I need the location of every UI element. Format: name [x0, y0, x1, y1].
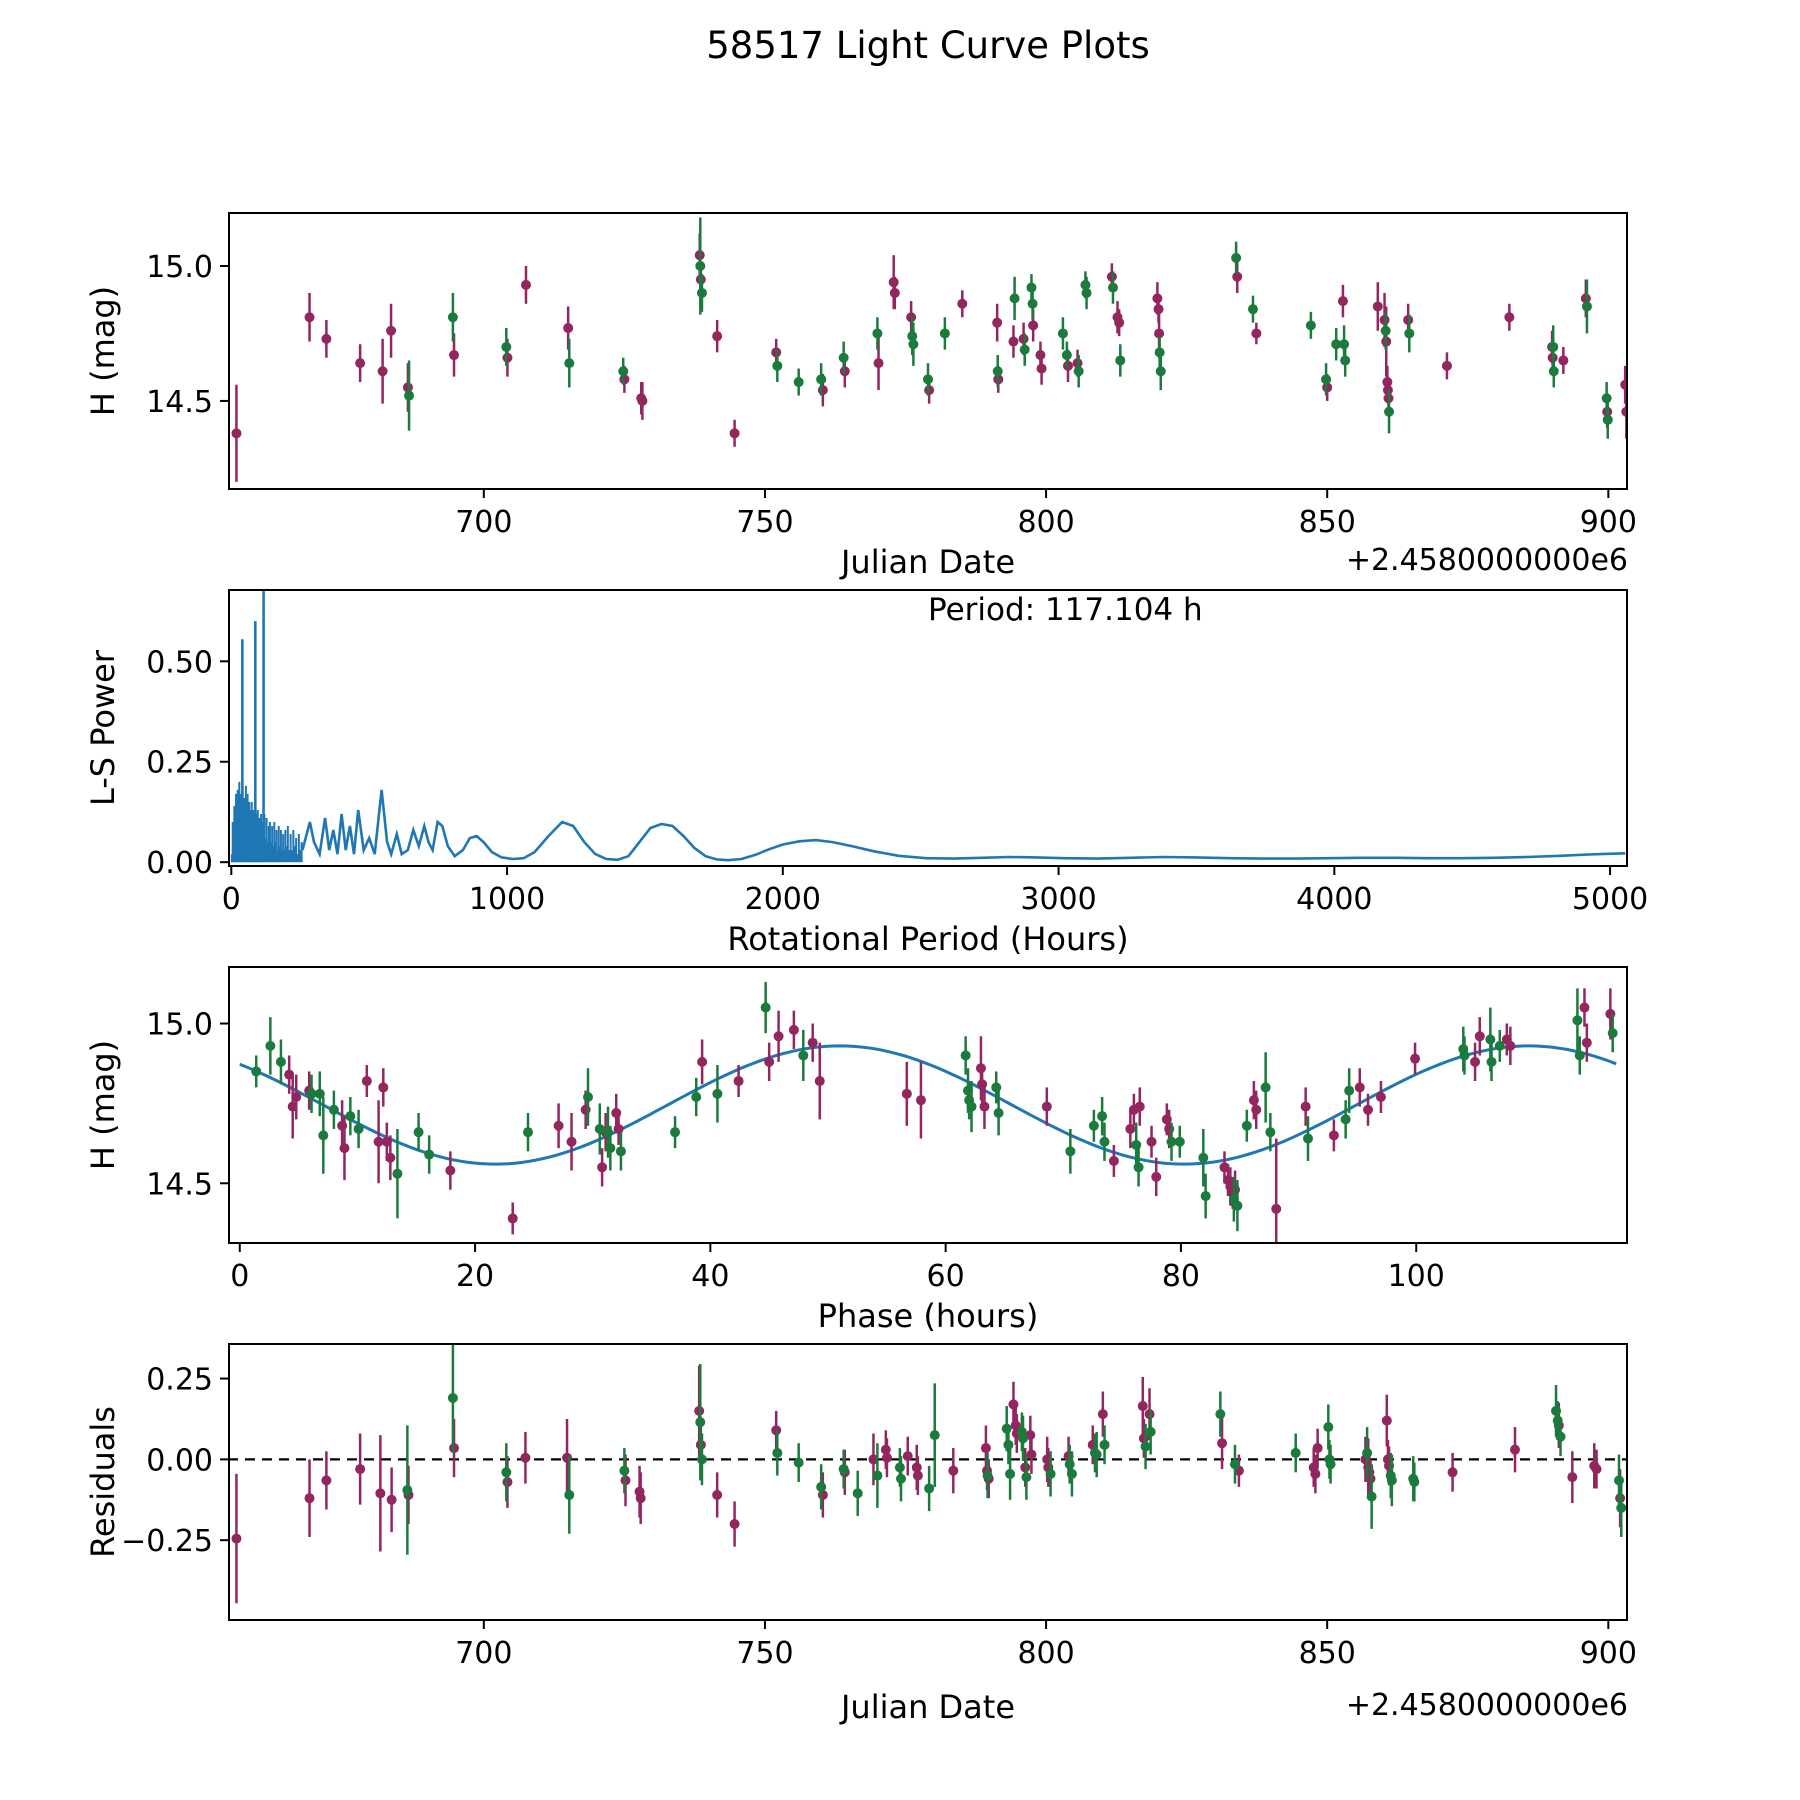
- phased-light-curve-xtick-label: 20: [456, 1259, 494, 1294]
- residuals-xtick-label: 900: [1580, 1636, 1637, 1671]
- light-curve-spines: [228, 212, 1628, 490]
- observations-set-2: [251, 981, 1618, 1232]
- residuals-xtick-label: 800: [1017, 1636, 1074, 1671]
- light-curve-ytick-label: 14.5: [146, 385, 213, 420]
- sinusoid-fit-curve: [239, 1044, 1617, 1166]
- phased-light-curve-spines: [228, 966, 1628, 1244]
- residuals-xtick-label: 700: [455, 1636, 512, 1671]
- lomb-scargle-periodogram-xtick-label: 3000: [1020, 882, 1096, 917]
- lomb-scargle-periodogram-ytick-label: 0.25: [146, 746, 213, 781]
- best-period-annotation: Period: 117.104 h: [928, 592, 1203, 628]
- residuals-panel: 700 750 800 850 900 −0.25 0.00 0.25: [121, 1343, 1637, 1671]
- phased-light-curve-panel: 0 20 40 60 80 100 14.5 15.0: [146, 966, 1628, 1294]
- residuals-ytick-label: 0.25: [146, 1363, 213, 1398]
- lomb-scargle-periodogram-spines: [228, 589, 1628, 867]
- residuals-x-axis-label: Julian Date: [840, 1688, 1016, 1726]
- phased-light-curve-xtick-label: 80: [1162, 1259, 1200, 1294]
- lomb-scargle-periodogram-xtick-label: 4000: [1296, 882, 1372, 917]
- residuals-y-axis-label: Residuals: [84, 1406, 122, 1558]
- phased-light-curve-xtick-label: 40: [691, 1259, 729, 1294]
- phased-x-axis-label: Phase (hours): [817, 1297, 1039, 1335]
- phased-light-curve-ytick-label: 15.0: [146, 1008, 213, 1043]
- residuals-data: [228, 1343, 1628, 1604]
- periodogram-x-axis-label: Rotational Period (Hours): [727, 920, 1129, 958]
- lomb-scargle-periodogram-xtick-label: 2000: [745, 882, 821, 917]
- observations-set-1: [231, 233, 1628, 482]
- phased-light-curve-xtick-label: 60: [927, 1259, 965, 1294]
- residuals-xtick-label: 850: [1299, 1636, 1356, 1671]
- lomb-scargle-periodogram-xtick-label: 1000: [469, 882, 545, 917]
- phased-light-curve-ytick-label: 14.5: [146, 1167, 213, 1202]
- light-curve-xtick-label: 900: [1580, 505, 1637, 540]
- lightcurve-y-axis-label: H (mag): [84, 285, 122, 417]
- residuals-axis-offset-text: +2.4580000000e6: [1345, 1688, 1628, 1723]
- light-curve-ytick-label: 15.0: [146, 250, 213, 285]
- residuals-ytick-label: −0.25: [121, 1524, 213, 1559]
- periodogram-y-axis-label: L-S Power: [84, 649, 122, 807]
- light-curve-xtick-label: 700: [455, 505, 512, 540]
- lightcurve-axis-offset-text: +2.4580000000e6: [1345, 543, 1628, 578]
- lomb-scargle-periodogram-xtick-label: 0: [222, 882, 241, 917]
- residuals-ytick-label: 0.00: [146, 1443, 213, 1478]
- lomb-scargle-periodogram-ytick-label: 0.50: [146, 645, 213, 680]
- observations-set-2: [402, 1343, 1627, 1555]
- residuals-xtick-label: 750: [736, 1636, 793, 1671]
- lomb-scargle-periodogram-data: [230, 589, 1626, 863]
- residuals-spines: [228, 1343, 1628, 1621]
- phased-light-curve-data: [239, 981, 1618, 1244]
- light-curve-data: [231, 217, 1628, 482]
- observations-set-2: [404, 217, 1613, 439]
- light-curve-xtick-label: 800: [1017, 505, 1074, 540]
- light-curve-panel: 700 750 800 850 900 14.5 15.0: [146, 212, 1637, 540]
- periodogram-curve: [301, 789, 1626, 862]
- figure-title: 58517 Light Curve Plots: [706, 24, 1150, 67]
- light-curve-xtick-label: 850: [1299, 505, 1356, 540]
- light-curve-xtick-label: 750: [736, 505, 793, 540]
- lomb-scargle-periodogram-xtick-label: 5000: [1572, 882, 1648, 917]
- lightcurve-x-axis-label: Julian Date: [840, 543, 1016, 581]
- phased-light-curve-xtick-label: 100: [1388, 1259, 1445, 1294]
- phased-y-axis-label: H (mag): [84, 1039, 122, 1171]
- periodogram-panel: 0 1000 2000 3000 4000 5000 0.00 0.25 0.50: [146, 589, 1648, 917]
- observations-set-1: [284, 988, 1616, 1244]
- phased-light-curve-xtick-label: 0: [230, 1259, 249, 1294]
- lomb-scargle-periodogram-ytick-label: 0.00: [146, 846, 213, 881]
